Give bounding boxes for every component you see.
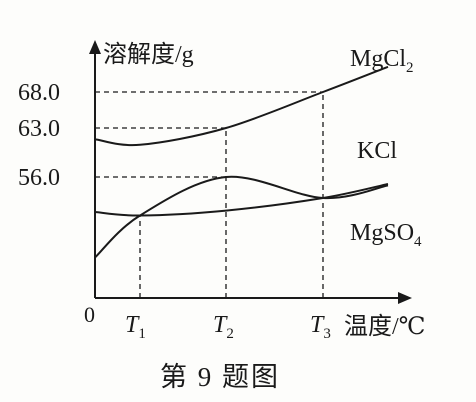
- series-line-mgso4: [94, 183, 389, 217]
- series-label-kcl: KCl: [357, 138, 397, 164]
- x-axis-arrow-icon: [398, 292, 412, 304]
- x-tick-label-t1: T1: [125, 312, 146, 342]
- y-tick-label-68: 68.0: [18, 80, 60, 106]
- y-axis-arrow-icon: [89, 40, 101, 54]
- series-line-kcl: [94, 175, 389, 259]
- x-tick-label-t3: T3: [310, 312, 331, 342]
- y-tick-label-56: 56.0: [18, 165, 60, 191]
- series-label-mgso4: MgSO4: [350, 220, 422, 250]
- x-axis-title: 温度/℃: [344, 313, 426, 340]
- series-line-mgcl2: [94, 65, 389, 147]
- y-axis-title: 溶解度/g: [103, 41, 194, 68]
- x-tick-label-t2: T2: [213, 312, 234, 342]
- series-curves: [94, 65, 389, 259]
- origin-label: 0: [84, 302, 95, 327]
- y-tick-label-63: 63.0: [18, 116, 60, 142]
- figure-caption: 第 9 题图: [160, 362, 280, 392]
- guide-lines: [95, 91, 324, 298]
- series-label-mgcl2: MgCl2: [350, 46, 414, 76]
